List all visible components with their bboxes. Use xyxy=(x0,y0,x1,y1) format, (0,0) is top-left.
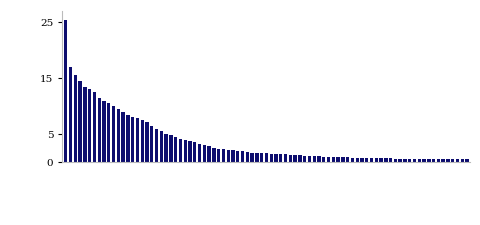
Bar xyxy=(255,153,259,162)
Bar xyxy=(126,115,130,162)
Bar xyxy=(217,148,220,162)
Bar xyxy=(288,155,292,162)
Bar xyxy=(451,159,455,162)
Bar xyxy=(336,157,340,162)
Bar xyxy=(317,156,321,162)
Bar xyxy=(222,149,225,162)
Bar xyxy=(260,153,264,162)
Bar xyxy=(418,159,421,162)
Bar xyxy=(203,145,206,162)
Bar xyxy=(427,159,431,162)
Bar xyxy=(413,159,416,162)
Bar xyxy=(374,158,378,162)
Bar xyxy=(408,159,411,162)
Bar xyxy=(174,137,177,162)
Bar xyxy=(88,89,91,162)
Bar xyxy=(141,120,144,162)
Bar xyxy=(102,101,106,162)
Bar xyxy=(231,150,235,162)
Bar xyxy=(370,158,373,162)
Bar xyxy=(308,156,311,162)
Bar xyxy=(164,134,168,162)
Bar xyxy=(155,128,158,162)
Bar xyxy=(169,135,172,162)
Bar xyxy=(394,159,397,162)
Bar xyxy=(356,158,359,162)
Bar xyxy=(179,139,182,162)
Bar xyxy=(207,146,211,162)
Bar xyxy=(131,117,134,162)
Bar xyxy=(403,159,407,162)
Bar xyxy=(73,75,77,162)
Bar xyxy=(69,67,72,162)
Bar xyxy=(241,151,244,162)
Bar xyxy=(183,140,187,162)
Bar xyxy=(160,131,163,162)
Bar xyxy=(346,158,349,162)
Bar xyxy=(446,159,450,162)
Bar xyxy=(78,81,82,162)
Bar xyxy=(97,98,101,162)
Bar xyxy=(360,158,364,162)
Bar xyxy=(312,156,316,162)
Bar xyxy=(93,92,96,162)
Bar xyxy=(198,144,201,162)
Bar xyxy=(293,155,297,162)
Bar xyxy=(398,159,402,162)
Bar xyxy=(188,141,192,162)
Bar xyxy=(332,157,335,162)
Bar xyxy=(121,112,125,162)
Bar xyxy=(351,158,354,162)
Bar xyxy=(251,153,254,162)
Bar xyxy=(442,159,445,162)
Bar xyxy=(279,154,282,162)
Bar xyxy=(461,160,464,162)
Bar xyxy=(298,155,301,162)
Bar xyxy=(327,157,330,162)
Bar xyxy=(136,118,139,162)
Bar xyxy=(303,155,306,162)
Bar xyxy=(437,159,440,162)
Bar xyxy=(379,158,383,162)
Bar xyxy=(322,157,325,162)
Bar xyxy=(384,158,387,162)
Bar xyxy=(432,159,435,162)
Bar xyxy=(269,154,273,162)
Bar xyxy=(212,148,216,162)
Bar xyxy=(265,153,268,162)
Bar xyxy=(466,160,469,162)
Bar xyxy=(64,20,67,162)
Bar xyxy=(107,103,110,162)
Bar xyxy=(389,158,392,162)
Bar xyxy=(422,159,426,162)
Bar xyxy=(150,126,154,162)
Bar xyxy=(193,142,196,162)
Bar xyxy=(227,150,230,162)
Bar xyxy=(236,151,240,162)
Bar xyxy=(112,106,115,162)
Bar xyxy=(246,152,249,162)
Bar xyxy=(117,109,120,162)
Bar xyxy=(274,154,277,162)
Bar xyxy=(284,154,287,162)
Bar xyxy=(83,87,86,162)
Bar xyxy=(456,159,459,162)
Bar xyxy=(341,157,345,162)
Bar xyxy=(145,122,149,162)
Bar xyxy=(365,158,369,162)
